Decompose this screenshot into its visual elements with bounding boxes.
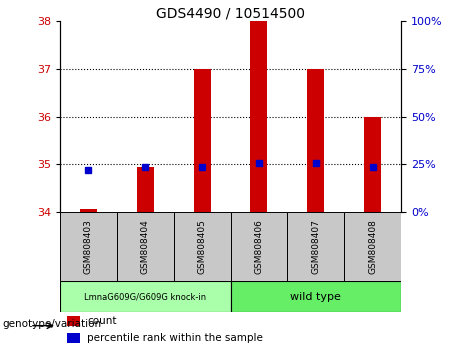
- Bar: [136, 166, 154, 212]
- Bar: [67, 316, 80, 326]
- Bar: [60, 212, 117, 281]
- Bar: [174, 212, 230, 281]
- Bar: [287, 212, 344, 281]
- Text: LmnaG609G/G609G knock-in: LmnaG609G/G609G knock-in: [84, 292, 206, 301]
- Text: GSM808406: GSM808406: [254, 219, 263, 274]
- Bar: [250, 21, 267, 212]
- Text: genotype/variation: genotype/variation: [2, 319, 101, 329]
- Text: percentile rank within the sample: percentile rank within the sample: [87, 333, 263, 343]
- Title: GDS4490 / 10514500: GDS4490 / 10514500: [156, 6, 305, 20]
- Bar: [230, 281, 401, 312]
- Text: GSM808408: GSM808408: [368, 219, 377, 274]
- Text: GSM808405: GSM808405: [198, 219, 207, 274]
- Text: count: count: [87, 316, 117, 326]
- Bar: [117, 212, 174, 281]
- Text: GSM808404: GSM808404: [141, 219, 150, 274]
- Bar: [230, 212, 287, 281]
- Bar: [80, 210, 97, 212]
- Bar: [364, 116, 381, 212]
- Text: GSM808407: GSM808407: [311, 219, 320, 274]
- Text: GSM808403: GSM808403: [84, 219, 93, 274]
- Bar: [60, 281, 230, 312]
- Bar: [67, 333, 80, 343]
- Text: wild type: wild type: [290, 292, 341, 302]
- Bar: [344, 212, 401, 281]
- Bar: [307, 69, 324, 212]
- Bar: [194, 69, 211, 212]
